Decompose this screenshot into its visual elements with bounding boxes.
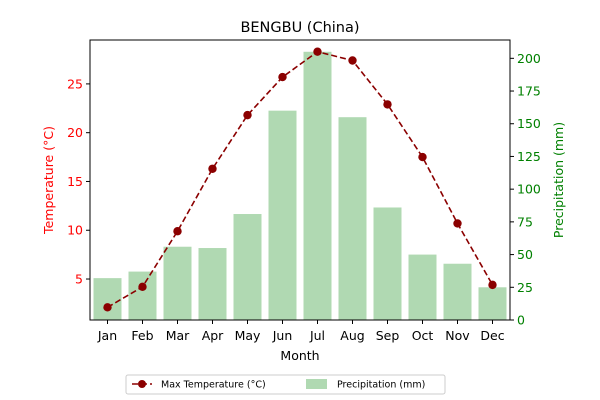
y-right-tick-label: 75 xyxy=(517,214,533,229)
y-right-tick-label: 0 xyxy=(517,313,525,328)
x-tick-label: May xyxy=(235,328,261,343)
temperature-point xyxy=(418,152,427,162)
precip-bar xyxy=(268,110,297,320)
x-tick-label: Apr xyxy=(202,328,224,343)
y-axis-right: 0 25 50 75 100 125 150 175 200 xyxy=(510,51,541,328)
temperature-point xyxy=(453,219,462,228)
temperature-line xyxy=(107,50,494,309)
chart-title: BENGBU (China) xyxy=(240,20,359,36)
precip-bar xyxy=(163,246,192,320)
y-left-tick-label: 25 xyxy=(67,76,83,91)
precip-bar xyxy=(233,214,262,320)
x-tick-label: Jun xyxy=(272,328,293,343)
y-left-tick-label: 5 xyxy=(75,272,83,287)
x-tick-label: Nov xyxy=(445,328,470,343)
x-tick-label: Sep xyxy=(376,328,400,343)
line-layer xyxy=(103,47,497,312)
precip-bar xyxy=(198,248,227,320)
bars-layer xyxy=(93,51,507,321)
x-tick-label: Jul xyxy=(309,328,325,343)
legend-box xyxy=(125,374,446,395)
temperature-point xyxy=(208,164,217,173)
plot-frame xyxy=(89,39,511,321)
temperature-point xyxy=(348,56,357,65)
precip-bar xyxy=(338,117,367,320)
legend-bar-swatch xyxy=(306,379,327,389)
precip-bar xyxy=(128,271,157,320)
temperature-point xyxy=(138,282,147,292)
x-axis-label: Month xyxy=(280,348,319,363)
precip-bar xyxy=(443,263,472,320)
x-tick-label: Mar xyxy=(166,328,190,343)
x-tick-label: Feb xyxy=(131,328,153,343)
x-tick-label: Jan xyxy=(97,328,117,343)
temperature-point xyxy=(173,227,182,236)
y-left-tick-label: 15 xyxy=(67,174,83,189)
precip-bar xyxy=(478,287,507,320)
y-axis-right-label: Precipitation (mm) xyxy=(551,122,566,238)
temperature-point xyxy=(243,110,252,120)
temperature-point xyxy=(103,303,112,312)
y-left-tick-label: 20 xyxy=(67,125,83,140)
y-axis-left-label: Temperature (°C) xyxy=(41,126,56,235)
legend: Max Temperature (°C) Precipitation (mm) xyxy=(125,374,446,395)
legend-label-temperature: Max Temperature (°C) xyxy=(161,380,266,391)
y-right-tick-label: 125 xyxy=(517,149,541,164)
y-left-tick-label: 10 xyxy=(67,223,83,238)
temperature-point xyxy=(313,47,322,56)
x-tick-label: Aug xyxy=(340,328,364,343)
temperature-point xyxy=(488,280,497,290)
x-axis: Jan Feb Mar Apr May Jun Jul Aug Sep Oct Nov Dec xyxy=(97,320,505,343)
y-right-tick-label: 100 xyxy=(517,182,541,197)
legend-marker-swatch xyxy=(138,380,146,388)
y-right-tick-label: 50 xyxy=(517,247,533,262)
y-right-tick-label: 175 xyxy=(517,84,541,99)
y-right-tick-label: 25 xyxy=(517,280,533,295)
precip-bar xyxy=(373,207,402,320)
x-tick-label: Oct xyxy=(412,328,434,343)
legend-label-precipitation: Precipitation (mm) xyxy=(337,380,425,391)
y-right-tick-label: 200 xyxy=(517,51,541,66)
x-tick-label: Dec xyxy=(480,328,504,343)
precip-bar xyxy=(93,278,122,320)
precip-bar xyxy=(303,51,332,321)
y-axis-left: 5 10 15 20 25 xyxy=(67,76,90,287)
y-right-tick-label: 150 xyxy=(517,116,541,131)
temperature-point xyxy=(278,72,287,82)
precip-bar xyxy=(408,254,437,320)
temperature-point xyxy=(383,100,392,109)
